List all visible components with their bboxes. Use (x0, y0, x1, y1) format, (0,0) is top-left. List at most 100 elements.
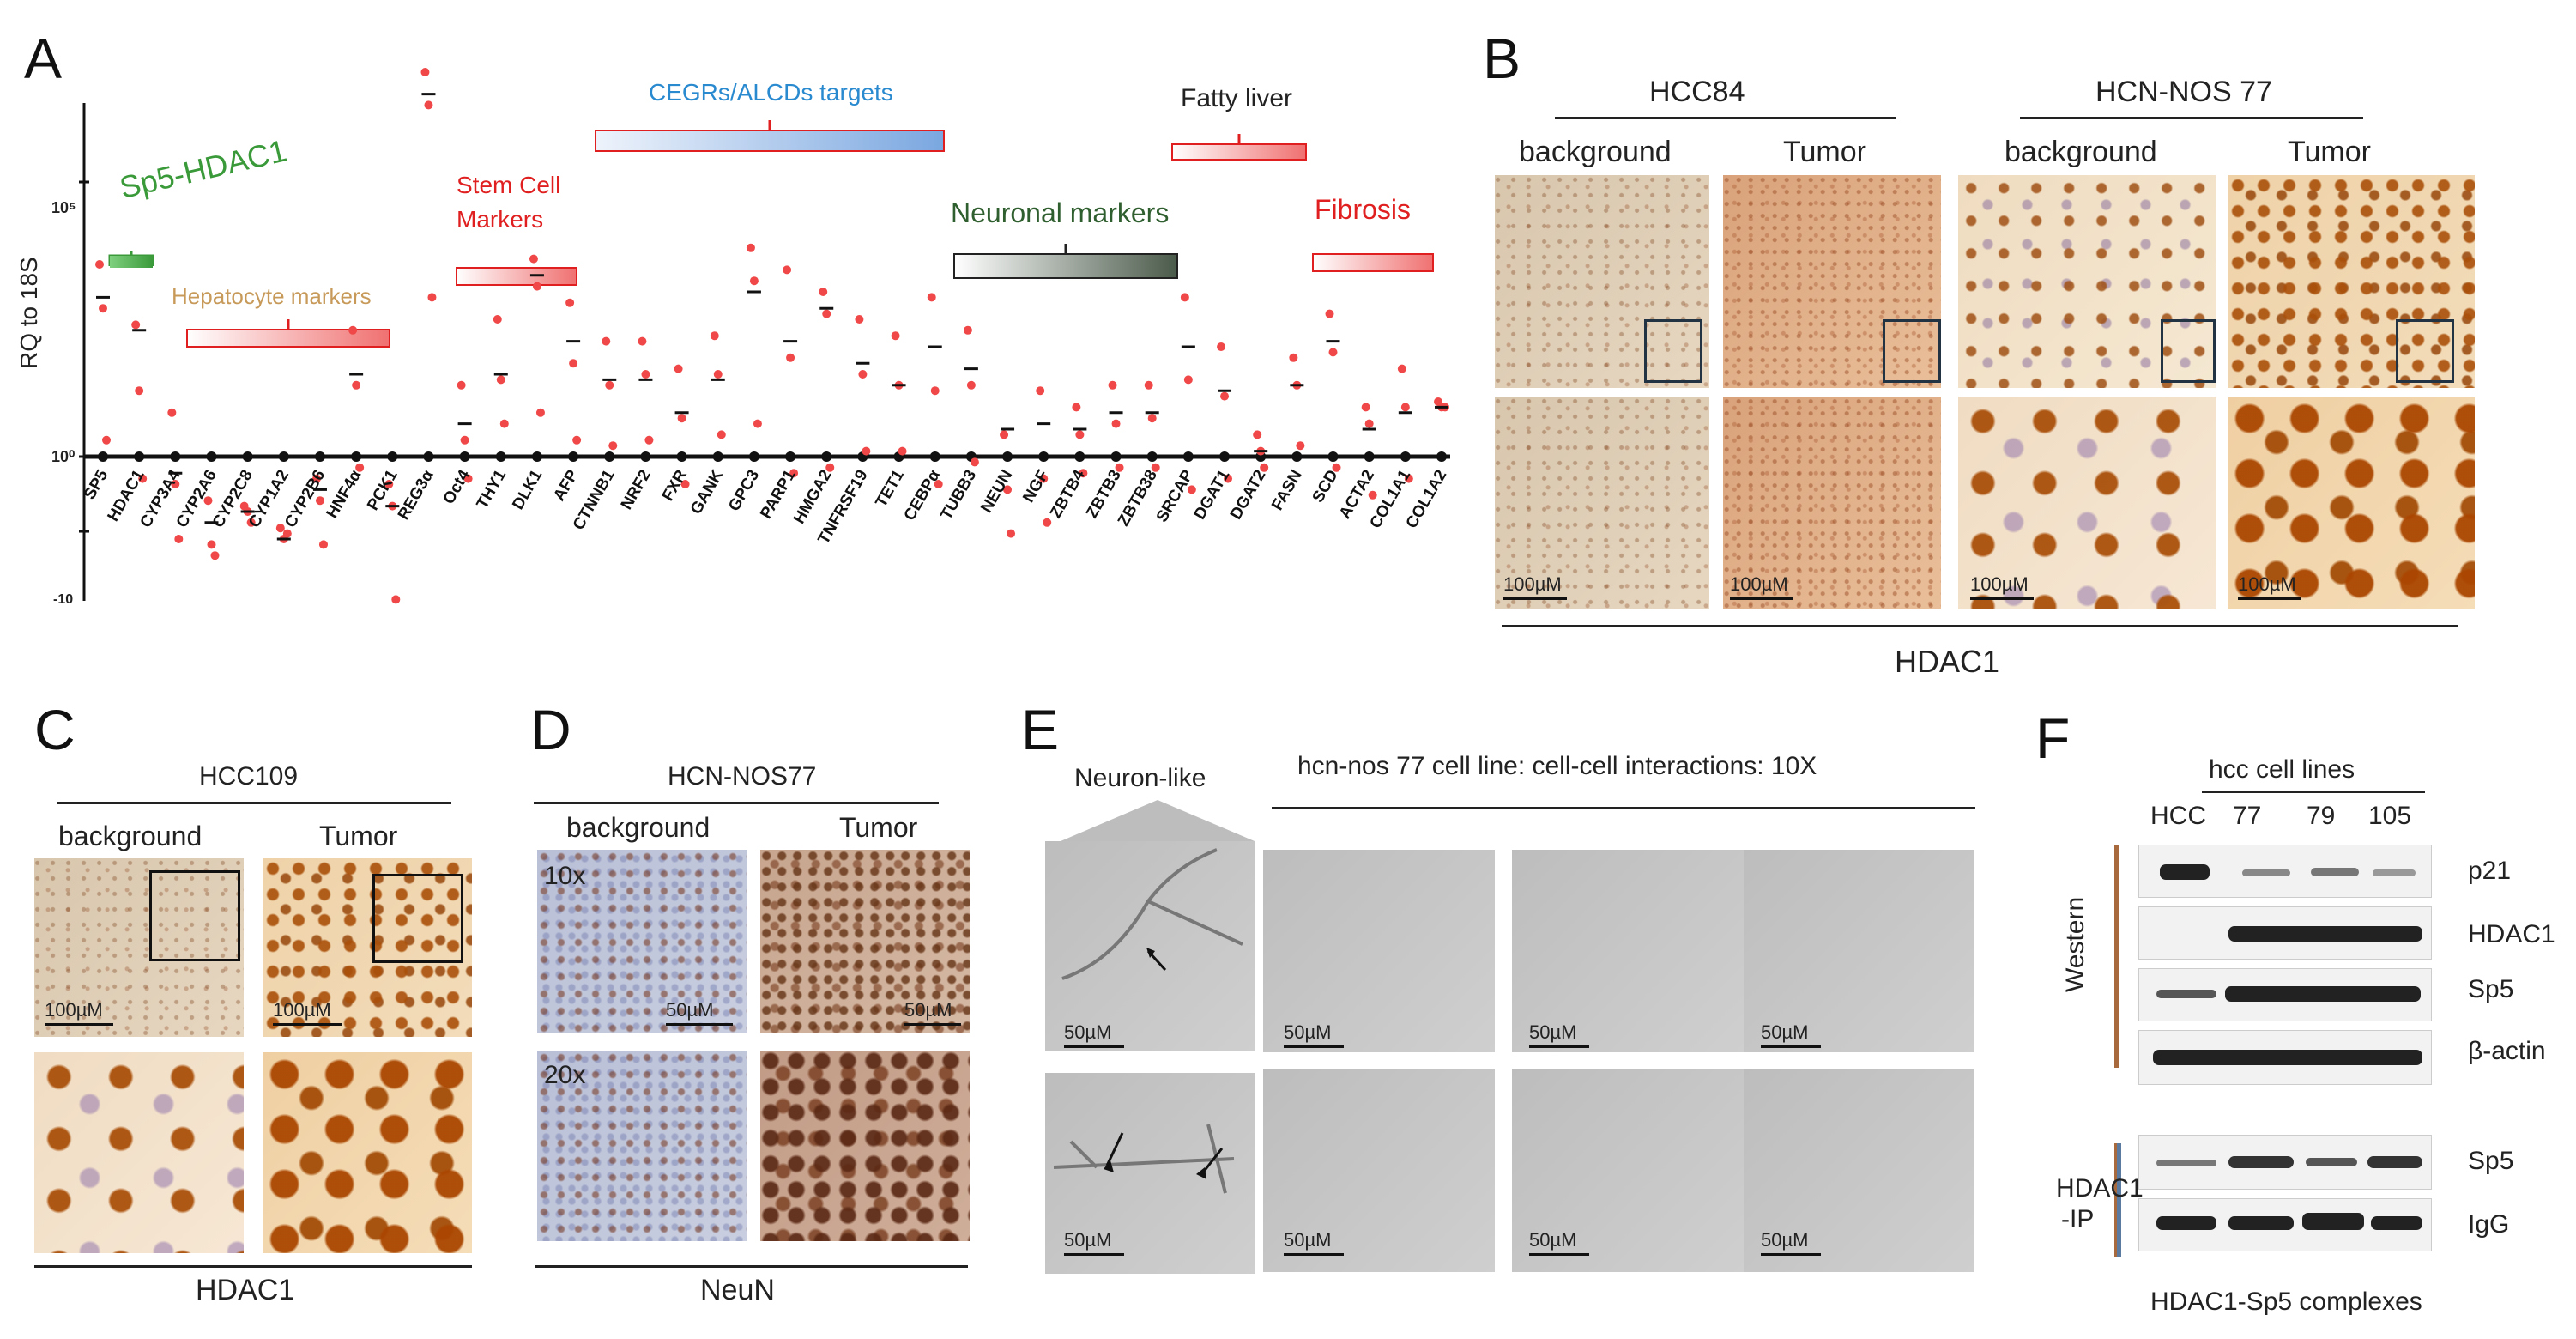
panel-b-caption-line (1502, 625, 2458, 627)
data-point (1400, 403, 1410, 412)
data-point (355, 463, 365, 472)
panel-b-group-hcc84: HCC84 (1649, 76, 1745, 108)
baseline-marker (170, 451, 181, 462)
baseline-marker (351, 451, 362, 462)
panel-d-col-2: Tumor (839, 812, 918, 843)
data-point (858, 370, 868, 379)
data-point (1111, 419, 1121, 428)
ihc-zoom-hcc109-background (34, 1052, 244, 1253)
group-label-stem-cell: Stem Cell (457, 172, 561, 198)
baseline-marker (1110, 451, 1122, 462)
data-point (1397, 364, 1406, 373)
group-label-fatty-liver: Fatty liver (1181, 84, 1293, 112)
panel-c-caption-line (34, 1265, 472, 1268)
blot-label-ip-sp5: Sp5 (2468, 1147, 2514, 1175)
panel-c-caption: HDAC1 (196, 1274, 295, 1306)
bracket-fatty-liver-fill (1171, 143, 1307, 161)
data-point (1180, 293, 1189, 302)
x-tick-label: THY1 (474, 467, 511, 512)
baseline-marker (242, 451, 253, 462)
data-point (641, 370, 650, 379)
x-tick-label: AFP (550, 467, 582, 505)
baseline-marker (206, 451, 217, 462)
scalebar-b1: 100µM (1503, 573, 1567, 600)
data-point (644, 435, 654, 445)
ihc-image-neun-tumor-10x (760, 850, 970, 1033)
data-point (1115, 463, 1124, 472)
scalebar-e2: 50µM (1284, 1021, 1344, 1048)
x-tick-label: TET1 (872, 467, 908, 511)
ihc-image-hcc109-tumor (263, 858, 472, 1037)
lane-105: 105 (2368, 802, 2412, 830)
data-point (970, 457, 979, 467)
panel-d-col-1: background (566, 812, 711, 843)
data-point (786, 353, 795, 362)
data-point (602, 336, 611, 346)
y-tick-marks (79, 180, 89, 533)
data-point (605, 380, 614, 390)
data-point (1404, 474, 1413, 483)
data-point (1187, 485, 1196, 494)
neuron-like-label: Neuron-like (1074, 764, 1206, 792)
mag-label-10x: 10x (544, 862, 586, 890)
baseline-marker (387, 451, 398, 462)
cell-image-interaction-4 (1263, 1069, 1495, 1272)
panel-b-col-3: background (2005, 136, 2157, 168)
panel-label-d: D (530, 698, 571, 761)
data-point (171, 480, 180, 488)
panel-b-caption: HDAC1 (1895, 644, 2000, 679)
data-point (384, 480, 394, 488)
data-point (493, 315, 502, 324)
panel-d-caption-line (535, 1265, 968, 1268)
group-brackets (108, 120, 1434, 348)
data-point (710, 331, 719, 341)
data-point (496, 375, 505, 385)
data-point (717, 430, 726, 439)
ip-label-1: HDAC1 (2056, 1174, 2144, 1203)
panel-label-c: C (34, 698, 76, 761)
data-point (680, 480, 690, 488)
scalebar-e6: 50µM (1284, 1229, 1344, 1256)
baseline-marker (785, 451, 796, 462)
lane-hcc: HCC (2150, 802, 2206, 830)
data-point (391, 595, 401, 604)
x-tick-label: GPC3 (725, 467, 763, 514)
panel-a-chart: SP5HDAC1CYP3A4CYP2A6CYP2C8CYP1A2CYP2B6HN… (79, 68, 1450, 604)
data-point (749, 276, 759, 286)
ihc-image-neun-background-20x (537, 1051, 747, 1241)
data-point (1003, 485, 1013, 494)
ihc-image-hcn-background (1958, 175, 2216, 388)
panel-f-caption: HDAC1-Sp5 complexes (2150, 1288, 2422, 1316)
ihc-image-hcc84-background (1495, 175, 1709, 388)
data-point (207, 540, 216, 549)
panel-label-b: B (1483, 27, 1521, 90)
panel-b-group-line-1 (1555, 117, 1896, 119)
baseline-marker (1146, 451, 1158, 462)
ihc-zoom-hcn-tumor (2228, 397, 2475, 609)
ihc-zoom-hcc109-tumor (263, 1052, 472, 1253)
ihc-image-neun-background-10x (537, 850, 747, 1033)
data-point (210, 551, 220, 560)
panel-d-group-line (534, 802, 939, 804)
blot-sp5 (2138, 968, 2432, 1021)
data-point (1325, 309, 1334, 318)
data-point (420, 68, 430, 76)
x-tick-label: DLK1 (509, 467, 546, 513)
data-point (1253, 430, 1262, 439)
panel-b-group-hcn-nos: HCN-NOS 77 (2095, 76, 2272, 108)
cell-image-interaction-1 (1263, 850, 1495, 1052)
data-point (746, 243, 755, 252)
data-point (927, 293, 936, 302)
data-point (535, 408, 545, 417)
cell-image-interaction-6 (1744, 1069, 1974, 1272)
blot-label-p21: p21 (2468, 857, 2512, 885)
baseline-marker (1436, 451, 1447, 462)
y-tick-label-bottom: -10 (53, 592, 74, 607)
panel-label-e: E (1021, 698, 1060, 761)
baseline-marker (495, 451, 506, 462)
data-point (203, 496, 213, 506)
data-point (1147, 414, 1157, 423)
scalebar-b4: 100µM (2238, 573, 2301, 600)
bracket-stem-cell-fill (456, 267, 577, 286)
blot-hdac1 (2138, 906, 2432, 960)
